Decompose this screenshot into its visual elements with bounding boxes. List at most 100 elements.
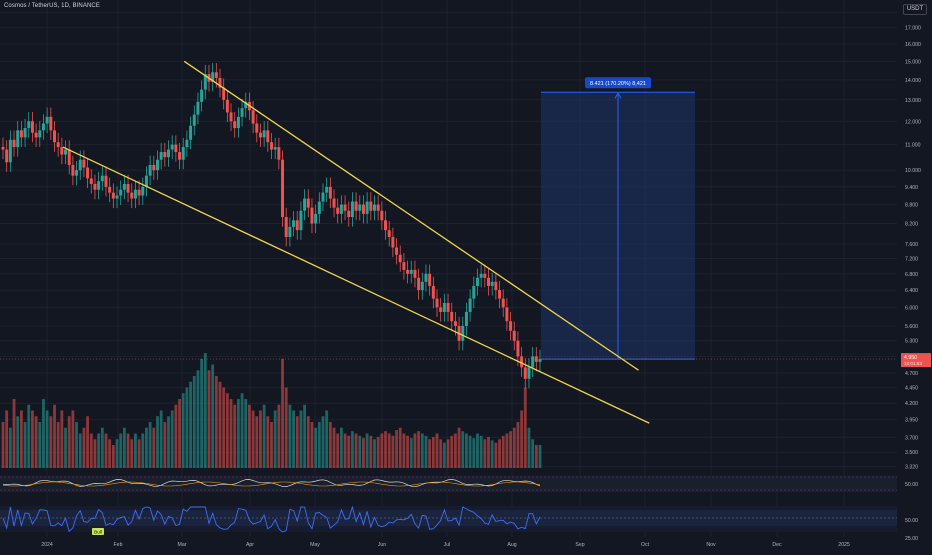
candlesticks[interactable] xyxy=(1,63,542,389)
candle-body xyxy=(431,285,435,299)
volume-bar xyxy=(505,433,509,468)
volume-bar xyxy=(527,427,531,468)
candle-body xyxy=(122,184,126,190)
candle-body xyxy=(306,198,310,208)
volume-bar xyxy=(262,404,266,468)
candle-body xyxy=(218,77,222,88)
candle-body xyxy=(505,307,509,322)
candle-body xyxy=(372,204,376,211)
currency-badge[interactable]: USDT xyxy=(903,4,927,15)
price-axis[interactable]: 18.00017.00016.00015.00014.00013.00012.0… xyxy=(897,0,932,550)
volume-bar xyxy=(181,393,185,468)
candle-body xyxy=(82,159,86,168)
candle-body xyxy=(270,142,273,150)
price-tick: 6.800 xyxy=(905,272,918,278)
volume-bar xyxy=(34,416,38,468)
candle-body xyxy=(332,198,336,208)
candle-body xyxy=(236,116,240,129)
volume-bar xyxy=(439,439,443,468)
candle-body xyxy=(56,142,60,148)
volume-bar xyxy=(428,439,432,468)
candle-body xyxy=(144,175,148,187)
rsi-pane[interactable]: Bull xyxy=(0,505,897,536)
candle-body xyxy=(89,178,93,185)
candle-body xyxy=(534,356,538,362)
volume-bar xyxy=(442,442,446,468)
candle-body xyxy=(178,152,182,160)
volume-bar xyxy=(203,353,207,468)
target-zone[interactable]: 8.421 (170.20%) 8,421 xyxy=(541,77,695,360)
candle-body xyxy=(78,159,82,171)
price-tick: 4.700 xyxy=(905,371,918,377)
volume-bar xyxy=(229,399,233,468)
wedge-trendlines[interactable] xyxy=(62,60,650,424)
price-tick: 5.600 xyxy=(905,324,918,330)
volume-bar xyxy=(336,433,340,468)
volume-bar xyxy=(461,431,465,468)
candle-body xyxy=(277,147,281,160)
time-tick: Dec xyxy=(772,542,782,548)
candle-body xyxy=(137,189,141,196)
candle-body xyxy=(23,128,27,138)
candle-body xyxy=(108,186,112,193)
volume-bar xyxy=(270,422,273,468)
candle-body xyxy=(222,87,226,100)
volume-bar xyxy=(516,422,520,468)
candle-body xyxy=(104,175,108,187)
candle-body xyxy=(398,254,402,263)
volume-bar xyxy=(325,410,329,468)
price-countdown: 13:01:53 xyxy=(904,361,922,366)
time-tick: Mar xyxy=(178,542,187,548)
candle-body xyxy=(479,273,483,278)
volume-bar xyxy=(82,427,86,468)
volume-bar xyxy=(178,399,181,468)
price-tick: 9.400 xyxy=(905,185,918,191)
candle-body xyxy=(133,189,137,199)
volume-bar xyxy=(512,427,516,468)
volume-bar xyxy=(19,410,23,468)
price-tick: 6.400 xyxy=(905,288,918,294)
volume-bar xyxy=(207,370,211,468)
rsi-tick: 50.00 xyxy=(905,518,918,524)
volume-bar xyxy=(145,427,148,468)
volume-bar xyxy=(244,399,248,468)
volume-bar xyxy=(494,442,498,468)
volume-bar xyxy=(476,433,479,468)
time-axis[interactable]: 2024 Feb Mar Apr May Jun Jul Aug Sep Oct Nov Dec 202… xyxy=(0,537,897,550)
candle-body xyxy=(19,130,23,138)
volume-bars xyxy=(1,353,542,468)
candle-body xyxy=(12,139,16,148)
candle-body xyxy=(159,152,163,160)
candle-body xyxy=(317,201,321,214)
measure-label[interactable]: 8.421 (170.20%) 8,421 xyxy=(590,81,646,87)
volume-bar xyxy=(49,416,53,468)
candle-body xyxy=(413,269,417,278)
volume-bar xyxy=(167,416,170,468)
price-tick: 16.000 xyxy=(905,42,921,48)
volume-bar xyxy=(321,416,325,468)
volume-bar xyxy=(266,416,270,468)
volume-bar xyxy=(391,435,395,468)
candle-body xyxy=(30,121,34,133)
volume-bar xyxy=(310,422,314,468)
candle-body xyxy=(225,99,229,113)
volume-bar xyxy=(111,445,115,468)
volume-bar xyxy=(122,427,126,468)
price-tick: 17.000 xyxy=(905,26,921,32)
price-tick: 8.200 xyxy=(905,222,918,228)
volume-bar xyxy=(97,433,101,468)
oscillator-pane[interactable] xyxy=(0,476,897,492)
volume-bar xyxy=(446,439,450,468)
candle-body xyxy=(472,285,476,299)
candle-body xyxy=(380,210,384,221)
candle-body xyxy=(483,273,487,278)
candle-body xyxy=(100,175,104,182)
volume-bar xyxy=(450,435,454,468)
rsi-bull-badge xyxy=(92,528,104,535)
candle-body xyxy=(258,132,262,138)
volume-bar xyxy=(387,433,391,468)
candle-body xyxy=(295,220,299,231)
volume-bar xyxy=(454,433,457,468)
